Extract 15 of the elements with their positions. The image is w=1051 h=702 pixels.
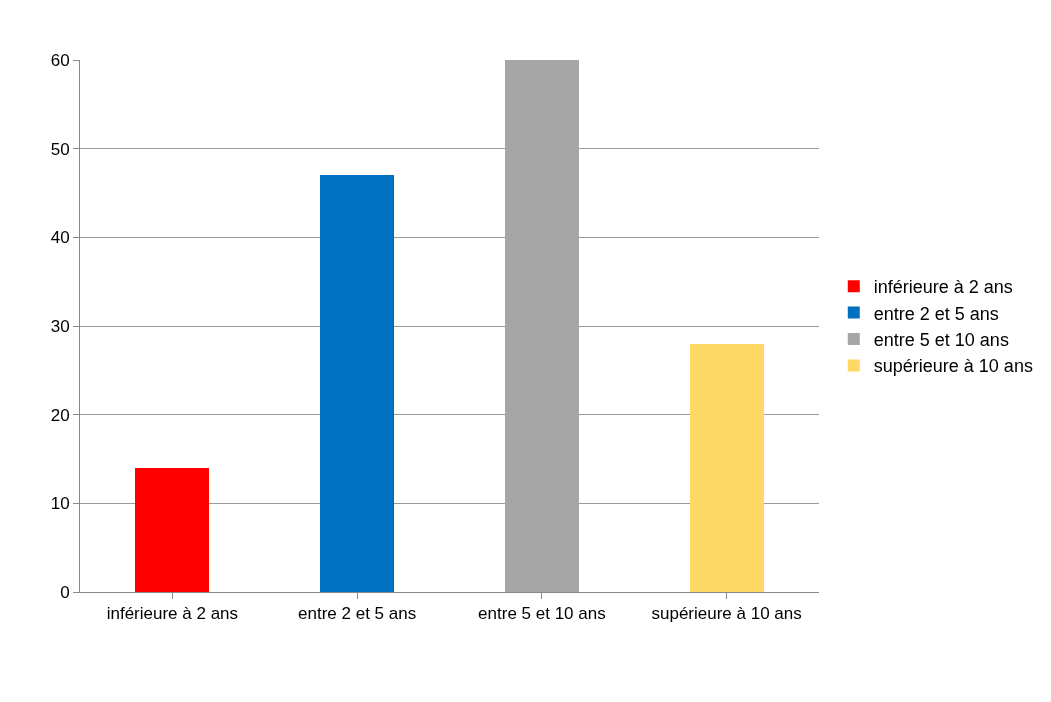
y-tick-label: 50 <box>50 139 70 159</box>
y-tick-label: 60 <box>50 50 70 70</box>
x-tick-label: entre 5 et 10 ans <box>478 604 606 624</box>
x-tick-label: inférieure à 2 ans <box>106 604 239 624</box>
y-tick-label: 30 <box>50 316 70 336</box>
y-tick-label: 40 <box>50 228 70 248</box>
x-tick-label: supérieure à 10 ans <box>651 604 802 624</box>
y-tick-label: 20 <box>50 405 70 425</box>
y-tick-label: 0 <box>60 582 70 602</box>
legend-label: entre 5 et 10 ans <box>873 330 1009 351</box>
x-tick-label: entre 2 et 5 ans <box>298 604 417 624</box>
legend-label: supérieure à 10 ans <box>873 356 1033 377</box>
y-tick-label: 10 <box>50 494 70 514</box>
legend-label: inférieure à 2 ans <box>873 277 1013 298</box>
legend-label: entre 2 et 5 ans <box>873 303 999 324</box>
